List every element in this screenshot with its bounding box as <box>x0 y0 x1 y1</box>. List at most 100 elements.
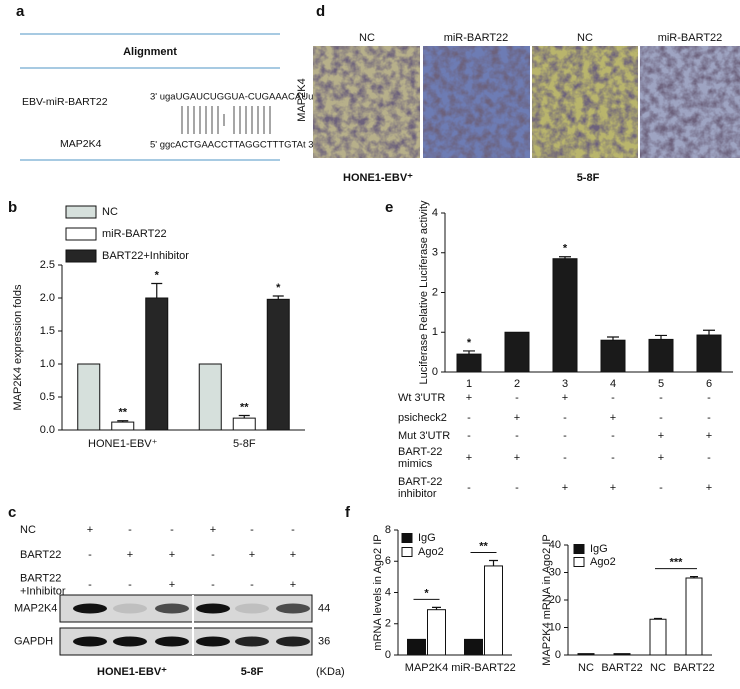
y-axis-label: mRNA levels in Ago2 IP <box>372 534 384 650</box>
bar <box>77 363 101 431</box>
y-tick-label: 0 <box>555 649 561 661</box>
band <box>113 636 147 647</box>
condition-label: psicheck2 <box>398 412 447 424</box>
condition-sign: - <box>563 430 567 442</box>
group-label: HONE1-EBV⁺ <box>343 172 413 184</box>
significance: * <box>276 282 281 294</box>
y-tick-label: 2 <box>385 618 391 630</box>
condition-sign: + <box>706 430 712 442</box>
condition-sign: + <box>290 549 296 561</box>
significance: *** <box>670 557 684 569</box>
y-tick-label: 30 <box>549 566 561 578</box>
condition-sign: - <box>659 412 663 424</box>
legend-label: IgG <box>590 543 608 555</box>
error-bar <box>238 414 250 419</box>
condition-sign: + <box>210 524 216 536</box>
condition-sign: - <box>563 412 567 424</box>
condition-sign: + <box>658 452 664 464</box>
significance: * <box>155 269 160 281</box>
band <box>196 603 230 614</box>
band <box>155 603 189 614</box>
y-axis-label: MAP2K4 expression folds <box>12 284 24 410</box>
condition-sign: - <box>707 452 711 464</box>
condition-sign: - <box>211 579 215 591</box>
error-bar <box>559 256 571 259</box>
condition-sign: - <box>250 579 254 591</box>
y-tick-label: 8 <box>385 524 391 536</box>
significance: ** <box>118 407 127 419</box>
error-bar <box>463 350 475 355</box>
condition-sign: + <box>290 579 296 591</box>
y-tick-label: 1 <box>432 326 438 338</box>
condition-label: mimics <box>398 458 433 470</box>
y-axis-label: MAP2K4 mRNA in Ago2 IP <box>541 534 553 665</box>
y-tick-label: 1.0 <box>40 358 55 370</box>
y-tick-label: 2 <box>432 286 438 298</box>
error-bar <box>607 336 619 341</box>
band <box>196 636 230 647</box>
condition-sign: + <box>658 430 664 442</box>
y-tick-label: 0.0 <box>40 424 55 436</box>
condition-sign: + <box>514 452 520 464</box>
condition-sign: - <box>515 482 519 494</box>
band-label: GAPDH <box>14 635 53 647</box>
panel-label: e <box>385 199 393 216</box>
y-tick-label: 10 <box>549 621 561 633</box>
y-tick-label: 6 <box>385 555 391 567</box>
column-label: NC <box>577 32 593 44</box>
condition-label: +Inhibitor <box>20 585 66 597</box>
legend-swatch <box>65 227 97 241</box>
bar <box>649 618 667 656</box>
condition-sign: + <box>466 392 472 404</box>
bar <box>407 638 426 656</box>
bar <box>198 363 222 431</box>
condition-sign: - <box>611 430 615 442</box>
y-tick-label: 0.5 <box>40 391 55 403</box>
condition-label: Wt 3'UTR <box>398 392 445 404</box>
condition-sign: - <box>467 482 471 494</box>
ihc-texture <box>640 46 740 158</box>
condition-sign: - <box>515 430 519 442</box>
condition-sign: + <box>562 482 568 494</box>
sequence-label: MAP2K4 <box>60 138 102 150</box>
alignment: Alignment EBV-miR-BART22 3' ugaUGAUCUGGU… <box>20 33 323 161</box>
row-label: MAP2K4 <box>296 78 308 121</box>
bar <box>552 258 578 373</box>
condition-sign: - <box>128 524 132 536</box>
legend-swatch <box>65 249 97 263</box>
x-tick-label: NC <box>650 662 666 674</box>
x-tick-label: BART22 <box>673 662 714 674</box>
error-bar <box>117 420 129 423</box>
significance: * <box>563 243 568 255</box>
condition-sign: + <box>610 412 616 424</box>
y-tick-label: 40 <box>549 539 561 551</box>
panel-label: c <box>8 504 16 521</box>
x-tick-label: BART22 <box>601 662 642 674</box>
ihc-texture <box>532 46 638 158</box>
error-bar <box>432 606 441 610</box>
bar <box>613 653 631 656</box>
condition-sign: - <box>211 549 215 561</box>
condition-sign: + <box>562 392 568 404</box>
y-tick-label: 2.5 <box>40 259 55 271</box>
condition-sign: - <box>659 482 663 494</box>
error-bar <box>690 576 698 578</box>
bar <box>484 565 503 656</box>
condition-label: BART22 <box>20 572 61 584</box>
error-bar <box>703 329 715 336</box>
condition-label: NC <box>20 524 36 536</box>
significance: * <box>467 337 472 349</box>
panel-label: f <box>345 504 351 521</box>
ihc-texture <box>423 46 530 158</box>
condition-sign: - <box>467 412 471 424</box>
x-tick-label: 6 <box>706 378 712 390</box>
band <box>276 603 310 614</box>
bar <box>427 609 446 656</box>
bar <box>685 577 703 656</box>
legend-swatch <box>401 547 413 557</box>
y-axis-label: Luciferase Relative Luciferase activity <box>418 200 430 385</box>
condition-sign: - <box>611 452 615 464</box>
x-tick-label: 5-8F <box>233 438 256 450</box>
band <box>276 636 310 647</box>
